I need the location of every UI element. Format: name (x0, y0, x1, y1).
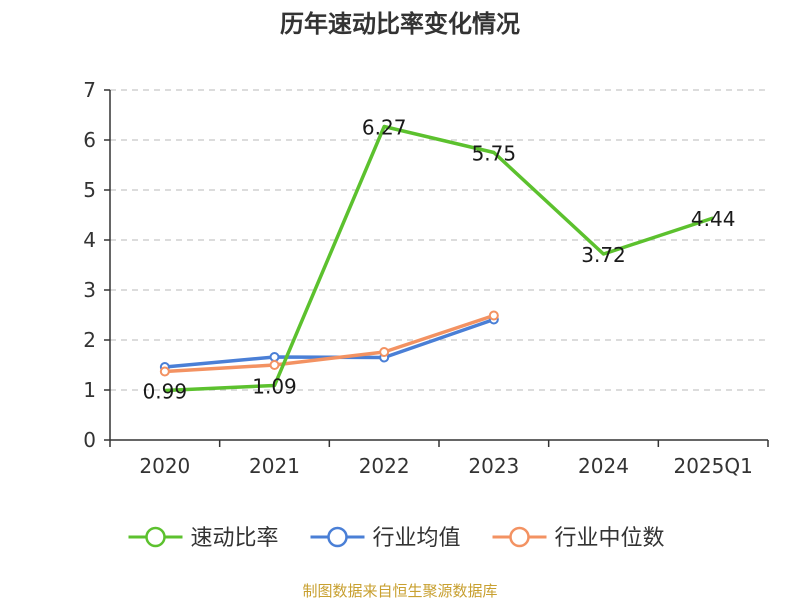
grid (110, 89, 768, 391)
legend-marker-icon (327, 526, 348, 548)
series-line (164, 124, 714, 393)
data-point (159, 366, 170, 377)
data-label: 6.27 (362, 116, 407, 140)
legend: 速动比率 行业均值 行业中位数 (128, 526, 665, 551)
data-point (269, 360, 280, 370)
data-label: 0.99 (143, 380, 188, 404)
legend-item[interactable]: 速动比率 (128, 526, 279, 551)
data-point (379, 347, 390, 357)
source-note: 制图数据来自恒生聚源数据库 (302, 582, 497, 600)
x-tick-label: 2025Q1 (673, 454, 752, 478)
data-label: 3.72 (581, 243, 626, 267)
data-label: 5.75 (472, 142, 517, 166)
data-label: 1.09 (252, 375, 297, 399)
y-tick-label: 6 (83, 128, 96, 152)
y-tick-label: 4 (83, 228, 96, 252)
x-tick-label: 2020 (139, 454, 190, 478)
axes: 0 1 2 3 4 5 6 7 2020 2021 2022 2023 2024 2025Q1 (83, 78, 769, 478)
x-tick-label: 2023 (468, 454, 519, 478)
y-tick-label: 1 (83, 378, 96, 402)
series-lines (159, 124, 714, 393)
data-labels: 0.99 1.09 6.27 5.75 3.72 4.44 (143, 116, 736, 404)
y-tick-label: 2 (83, 328, 96, 352)
legend-marker-icon (145, 526, 166, 548)
x-tick-label: 2021 (249, 454, 300, 478)
y-tick-label: 7 (83, 78, 96, 102)
data-point (488, 310, 499, 321)
legend-label: 行业均值 (373, 526, 461, 551)
series-line (164, 313, 495, 374)
data-point (269, 352, 280, 362)
y-tick-label: 5 (83, 178, 96, 202)
y-tick-label: 3 (83, 278, 96, 302)
x-tick-label: 2022 (359, 454, 410, 478)
chart-title: 历年速动比率变化情况 (280, 10, 520, 38)
data-label: 4.44 (691, 207, 736, 231)
legend-label: 速动比率 (191, 526, 279, 551)
legend-item[interactable]: 行业均值 (310, 526, 461, 551)
x-tick-label: 2024 (578, 454, 629, 478)
legend-marker-icon (509, 526, 530, 548)
y-tick-label: 0 (83, 428, 96, 452)
legend-label: 行业中位数 (555, 526, 665, 551)
legend-item[interactable]: 行业中位数 (492, 526, 665, 551)
